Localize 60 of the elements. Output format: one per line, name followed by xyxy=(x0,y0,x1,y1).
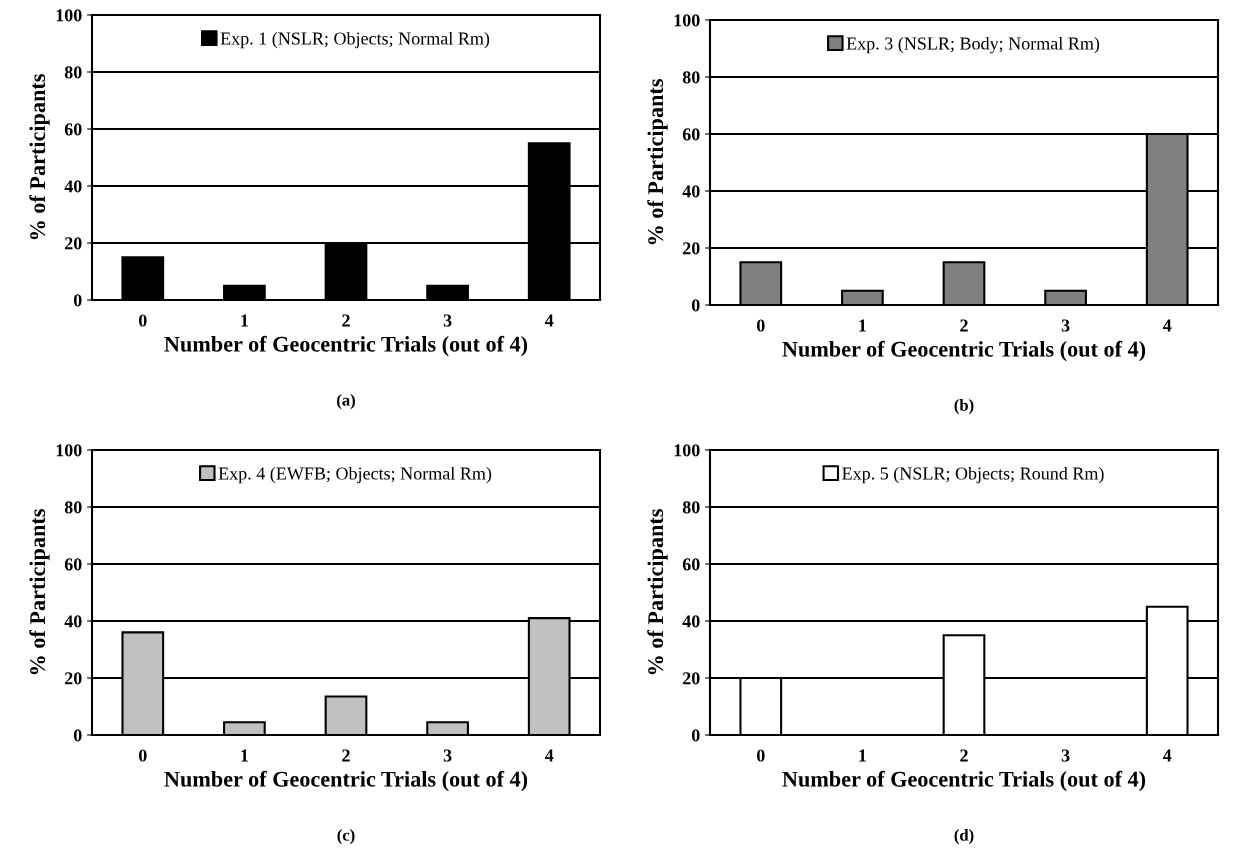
y-tick-label: 60 xyxy=(682,128,700,141)
y-tick-label: 80 xyxy=(682,71,700,84)
x-tick-label: 0 xyxy=(756,749,765,762)
x-tick-label: 3 xyxy=(443,749,452,762)
y-axis-title: % of Participants xyxy=(29,509,50,675)
y-tick-label: 60 xyxy=(64,558,82,571)
x-tick-label: 0 xyxy=(138,314,147,327)
y-tick-label: 0 xyxy=(691,729,700,742)
y-tick-label: 20 xyxy=(682,242,700,255)
y-tick-label: 40 xyxy=(64,615,82,628)
text: (a) xyxy=(337,394,355,410)
x-tick-label: 2 xyxy=(960,319,968,332)
y-axis-title: % of Participants xyxy=(647,509,668,675)
y-tick-label: 80 xyxy=(64,66,82,79)
y-axis-title: % of Participants xyxy=(29,74,50,240)
y-tick-label: 0 xyxy=(691,299,700,312)
x-tick-label: 1 xyxy=(859,749,866,762)
y-tick-label: 100 xyxy=(674,444,700,457)
x-tick-label: 2 xyxy=(342,749,350,762)
x-tick-label: 1 xyxy=(859,319,866,332)
x-tick-label: 1 xyxy=(241,749,248,762)
x-tick-label: 2 xyxy=(960,749,968,762)
x-tick-label: 4 xyxy=(1162,749,1172,762)
x-axis-title: Number of Geocentric Trials (out of 4) xyxy=(782,340,1146,362)
y-tick-label: 100 xyxy=(674,14,700,27)
x-axis-title: Number of Geocentric Trials (out of 4) xyxy=(782,770,1146,792)
y-tick-label: 80 xyxy=(682,501,700,514)
x-tick-label: 0 xyxy=(138,749,147,762)
y-tick-label: 20 xyxy=(64,672,82,685)
x-tick-label: 4 xyxy=(544,314,554,327)
x-tick-label: 0 xyxy=(756,319,765,332)
y-tick-label: 60 xyxy=(682,558,700,571)
y-tick-label: 20 xyxy=(64,237,82,250)
y-tick-label: 100 xyxy=(56,9,82,22)
y-tick-label: 100 xyxy=(56,444,82,457)
y-tick-label: 20 xyxy=(682,672,700,685)
y-axis-title: % of Participants xyxy=(647,79,668,245)
legend-label: Exp. 1 (NSLR; Objects; Normal Rm) xyxy=(220,31,490,49)
text: (c) xyxy=(337,829,355,845)
y-tick-label: 0 xyxy=(73,729,82,742)
y-tick-label: 80 xyxy=(64,501,82,514)
legend-label: Exp. 5 (NSLR; Objects; Round Rm) xyxy=(842,466,1104,484)
y-tick-label: 40 xyxy=(682,185,700,198)
x-tick-label: 3 xyxy=(1061,749,1070,762)
x-tick-label: 2 xyxy=(342,314,350,327)
x-tick-label: 3 xyxy=(1061,319,1070,332)
y-tick-label: 40 xyxy=(682,615,700,628)
y-tick-label: 40 xyxy=(64,180,82,193)
x-axis-title: Number of Geocentric Trials (out of 4) xyxy=(164,770,528,792)
x-axis-title: Number of Geocentric Trials (out of 4) xyxy=(164,335,528,357)
legend-label: Exp. 4 (EWFB; Objects; Normal Rm) xyxy=(218,466,492,484)
x-tick-label: 1 xyxy=(241,314,248,327)
x-tick-label: 4 xyxy=(544,749,554,762)
y-tick-label: 0 xyxy=(73,294,82,307)
x-tick-label: 4 xyxy=(1162,319,1172,332)
legend-label: Exp. 3 (NSLR; Body; Normal Rm) xyxy=(846,36,1100,54)
y-tick-label: 60 xyxy=(64,123,82,136)
text: (d) xyxy=(954,829,974,845)
text: (b) xyxy=(954,399,974,415)
x-tick-label: 3 xyxy=(443,314,452,327)
